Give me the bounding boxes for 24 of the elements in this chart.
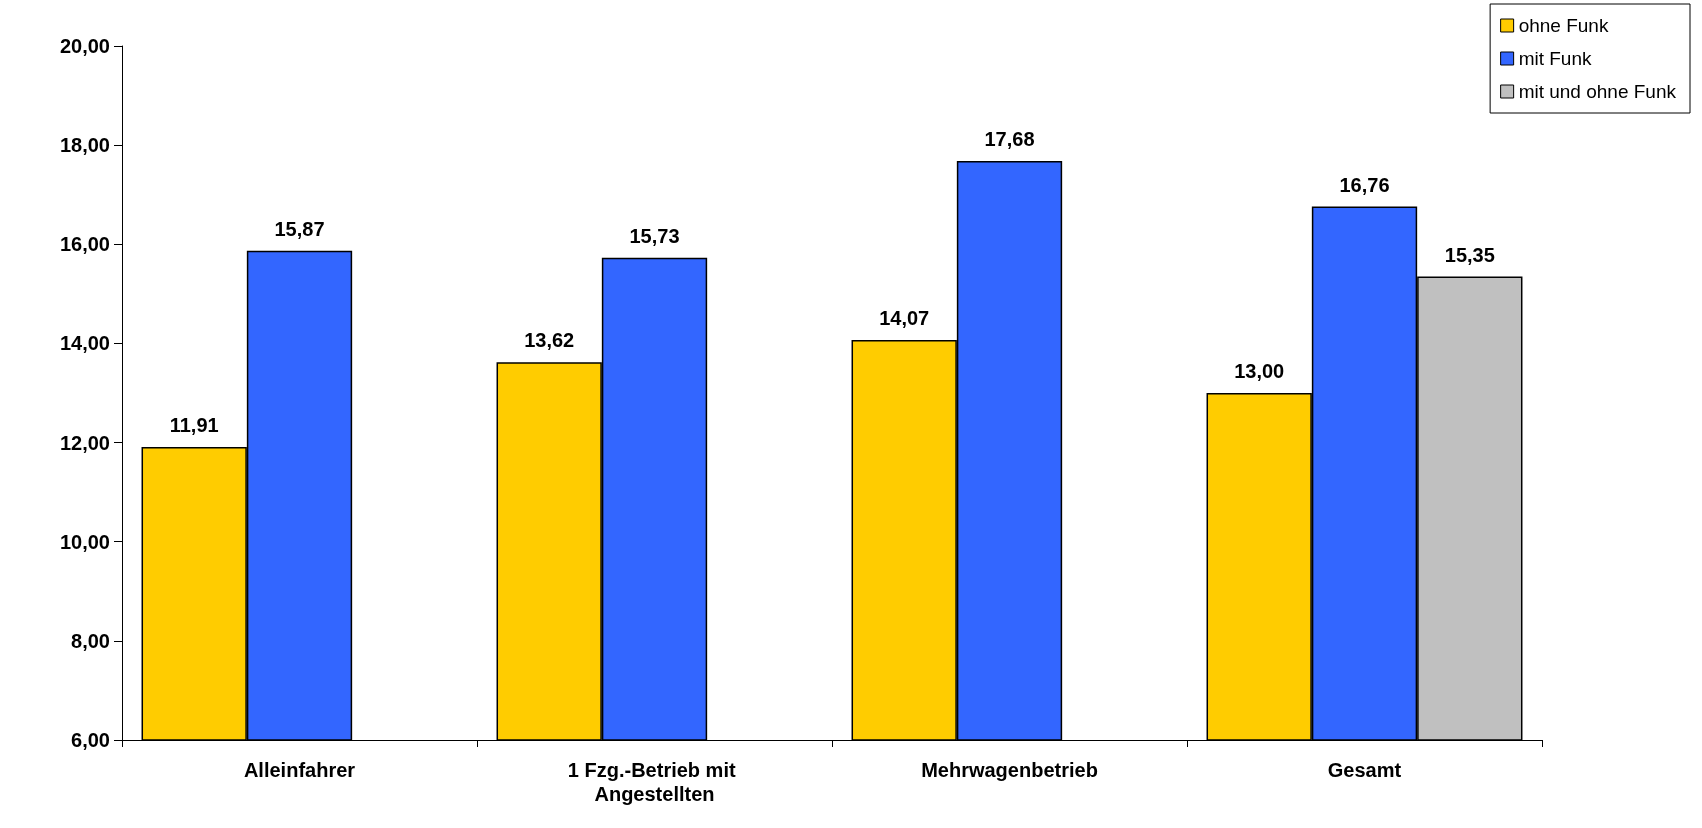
y-tick-label: 16,00 (59, 233, 110, 256)
legend-label: mit Funk (1518, 48, 1592, 69)
y-tick-label: 14,00 (59, 332, 110, 355)
y-tick-label: 10,00 (59, 530, 110, 553)
x-tick-label: Mehrwagenbetrieb (921, 759, 1098, 781)
data-label: 15,35 (1444, 243, 1495, 266)
x-tick-label: Gesamt (1327, 759, 1402, 781)
data-label: 16,76 (1339, 173, 1390, 196)
data-label: 13,62 (524, 329, 575, 352)
y-tick-label: 20,00 (59, 35, 110, 57)
y-tick-label: 12,00 (59, 431, 110, 454)
legend-label: mit und ohne Funk (1518, 81, 1677, 102)
data-label: 13,00 (1234, 360, 1285, 382)
data-label: 15,73 (629, 224, 680, 247)
y-tick-label: 6,00 (71, 729, 110, 751)
data-label: 15,87 (274, 217, 325, 240)
legend-label: ohne Funk (1518, 15, 1609, 36)
y-tick-label: 8,00 (71, 629, 110, 652)
x-tick-label: 1 Fzg.-Betrieb mit Angestellten (567, 759, 742, 805)
data-label: 14,07 (879, 306, 930, 329)
x-tick-label: Alleinfahrer (243, 759, 356, 781)
y-tick-label: 18,00 (59, 134, 110, 157)
data-label: 17,68 (984, 128, 1035, 151)
data-label: 11,91 (169, 414, 219, 437)
